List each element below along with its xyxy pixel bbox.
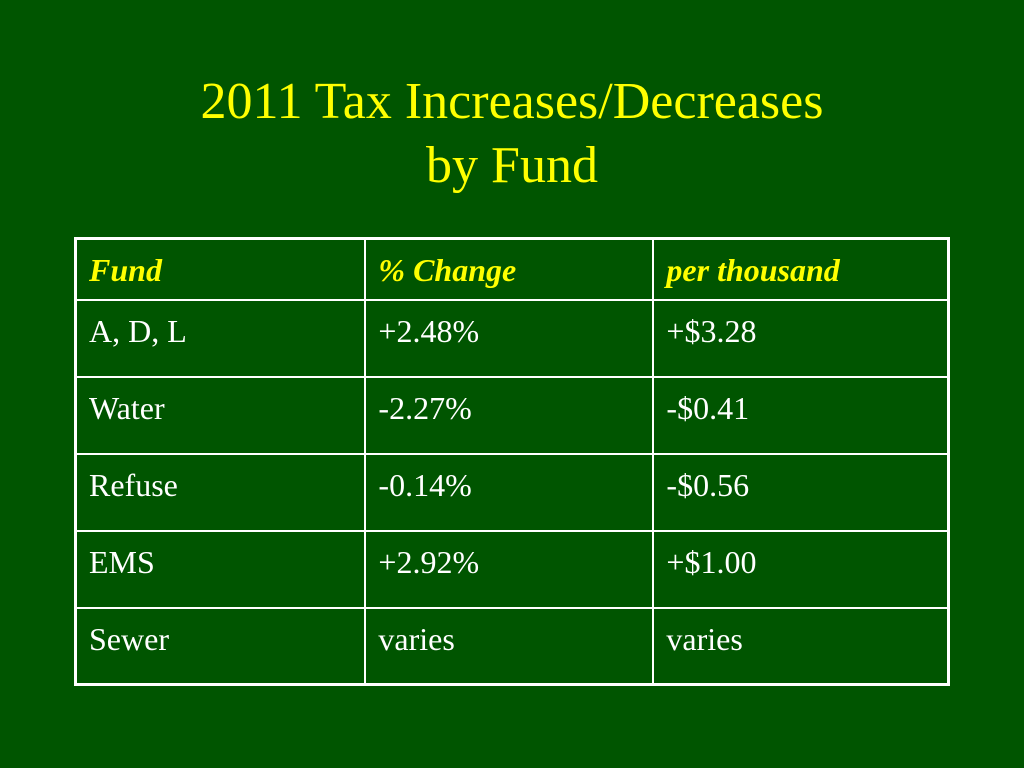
column-header-per-thousand: per thousand (652, 237, 950, 301)
slide-title-line-2: by Fund (426, 137, 598, 194)
fund-cell: EMS (74, 529, 367, 609)
fund-cell: Refuse (74, 452, 367, 532)
table-row: Sewer varies varies (74, 606, 950, 686)
per-thousand-cell: varies (652, 606, 950, 686)
fund-cell: A, D, L (74, 298, 367, 378)
slide-title-line-1: 2011 Tax Increases/Decreases (200, 73, 824, 130)
per-thousand-cell: +$3.28 (652, 298, 950, 378)
per-thousand-cell: -$0.41 (652, 375, 950, 455)
per-thousand-cell: +$1.00 (652, 529, 950, 609)
table-row: Refuse -0.14% -$0.56 (74, 452, 950, 532)
fund-cell: Water (74, 375, 367, 455)
slide-title: 2011 Tax Increases/Decreases by Fund (0, 70, 1024, 198)
percent-change-cell: -2.27% (364, 375, 655, 455)
percent-change-cell: +2.92% (364, 529, 655, 609)
table-row: A, D, L +2.48% +$3.28 (74, 298, 950, 378)
table-row: EMS +2.92% +$1.00 (74, 529, 950, 609)
percent-change-cell: varies (364, 606, 655, 686)
per-thousand-cell: -$0.56 (652, 452, 950, 532)
table-header-row: Fund % Change per thousand (74, 237, 950, 301)
percent-change-cell: -0.14% (364, 452, 655, 532)
column-header-fund: Fund (74, 237, 367, 301)
percent-change-cell: +2.48% (364, 298, 655, 378)
column-header-percent-change: % Change (364, 237, 655, 301)
fund-table: Fund % Change per thousand A, D, L +2.48… (74, 237, 950, 686)
table-row: Water -2.27% -$0.41 (74, 375, 950, 455)
fund-cell: Sewer (74, 606, 367, 686)
